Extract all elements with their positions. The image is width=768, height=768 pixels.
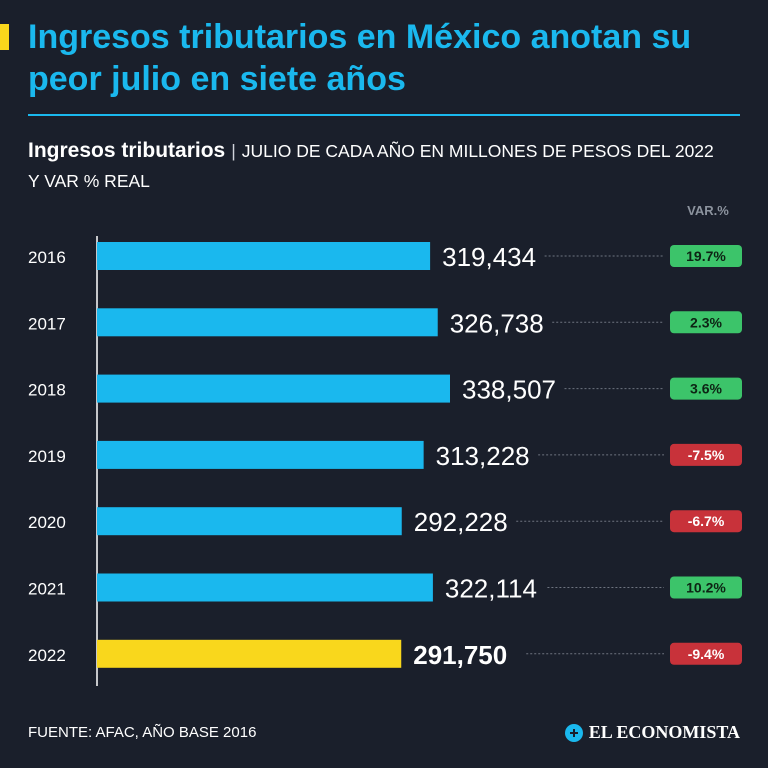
var-badge xyxy=(670,642,742,665)
bar xyxy=(97,507,402,536)
year-label: 2019 xyxy=(28,447,66,466)
subtitle-separator: | xyxy=(231,141,236,161)
var-badge xyxy=(670,377,742,400)
brand-icon xyxy=(564,723,583,742)
value-label: 291,750 xyxy=(413,640,507,670)
var-label: -7.5% xyxy=(688,447,725,463)
var-badge xyxy=(670,510,742,533)
var-badge xyxy=(670,245,742,267)
bar xyxy=(97,308,438,337)
brand-logo: EL ECONOMISTA xyxy=(564,722,740,743)
var-label: 3.6% xyxy=(690,381,722,397)
year-label: 2022 xyxy=(28,646,66,665)
chart-subtitle-bold: Ingresos tributarios xyxy=(28,139,226,162)
var-badge xyxy=(670,443,742,466)
year-label: 2017 xyxy=(28,314,66,333)
value-label: 292,228 xyxy=(414,507,508,537)
value-label: 338,507 xyxy=(462,375,556,405)
var-badge xyxy=(670,576,742,599)
brand-name: EL ECONOMISTA xyxy=(588,722,740,742)
value-label: 319,434 xyxy=(442,242,536,272)
year-label: 2020 xyxy=(28,513,66,532)
chart-subtitle: Ingresos tributarios | JULIO DE CADA AÑO E… xyxy=(28,136,728,196)
bar xyxy=(97,440,424,469)
bar xyxy=(97,242,431,270)
page-title: Ingresos tributarios en México anotan su… xyxy=(28,18,692,98)
year-label: 2016 xyxy=(28,248,66,267)
var-label: -6.7% xyxy=(688,513,725,529)
var-badge xyxy=(670,311,742,334)
var-column-header: VAR.% xyxy=(687,203,729,218)
source-note: FUENTE: AFAC, AÑO BASE 2016 xyxy=(28,724,257,741)
value-label: 322,114 xyxy=(445,574,537,604)
bar xyxy=(97,374,450,403)
var-label: -9.4% xyxy=(688,646,725,662)
bar xyxy=(97,573,433,602)
bar xyxy=(97,639,402,668)
var-label: 19.7% xyxy=(686,248,726,264)
chart-subtitle-rest: JULIO DE CADA AÑO EN MILLONES DE PESOS D… xyxy=(28,141,714,191)
var-label: 10.2% xyxy=(686,580,726,596)
var-label: 2.3% xyxy=(690,314,722,330)
value-label: 326,738 xyxy=(450,308,544,338)
value-label: 313,228 xyxy=(436,441,530,471)
year-label: 2018 xyxy=(28,381,66,400)
title-divider xyxy=(28,114,740,116)
title-accent-bar xyxy=(0,24,9,50)
year-label: 2021 xyxy=(28,580,66,599)
